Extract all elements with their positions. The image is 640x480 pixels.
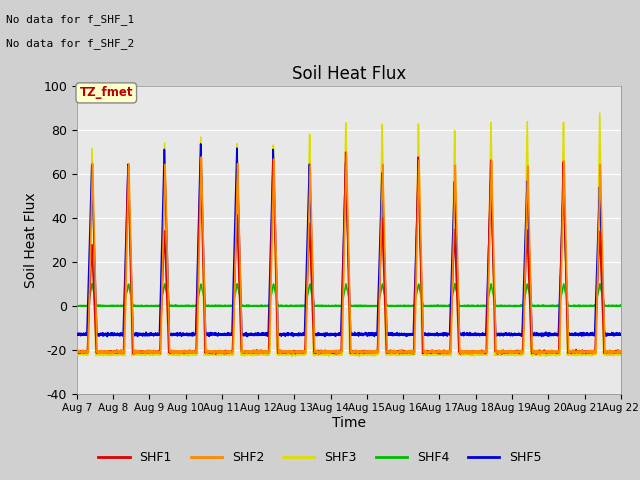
Text: No data for f_SHF_2: No data for f_SHF_2 [6, 38, 134, 49]
SHF1 [441, 348, 449, 354]
SHF5 [441, 331, 449, 337]
SHF5 [73, 332, 81, 337]
SHF2 [617, 349, 625, 355]
SHF2 [616, 349, 624, 355]
SHF4 [73, 303, 81, 309]
SHF4 [502, 303, 509, 309]
SHF1 [342, 149, 349, 155]
SHF4 [329, 303, 337, 309]
Title: Soil Heat Flux: Soil Heat Flux [292, 65, 406, 84]
SHF1 [617, 348, 625, 354]
SHF1 [328, 349, 336, 355]
SHF4 [575, 304, 583, 310]
SHF3 [471, 351, 479, 357]
Line: SHF2: SHF2 [77, 153, 621, 354]
SHF4 [171, 303, 179, 309]
Line: SHF3: SHF3 [77, 113, 621, 357]
SHF3 [617, 350, 625, 356]
SHF4 [616, 303, 624, 309]
SHF1 [616, 349, 624, 355]
SHF2 [171, 349, 179, 355]
SHF4 [471, 303, 479, 309]
SHF3 [171, 352, 179, 358]
SHF2 [441, 348, 449, 354]
Line: SHF5: SHF5 [77, 144, 621, 336]
Line: SHF1: SHF1 [77, 152, 621, 354]
SHF3 [441, 352, 449, 358]
SHF1 [532, 351, 540, 357]
Line: SHF4: SHF4 [77, 284, 621, 307]
SHF5 [171, 332, 179, 338]
SHF4 [88, 281, 96, 287]
Text: No data for f_SHF_1: No data for f_SHF_1 [6, 14, 134, 25]
X-axis label: Time: Time [332, 416, 366, 430]
SHF4 [441, 303, 449, 309]
SHF1 [171, 349, 179, 355]
SHF4 [617, 303, 625, 309]
SHF5 [196, 141, 204, 147]
SHF1 [73, 348, 81, 354]
SHF2 [502, 349, 509, 355]
SHF2 [468, 351, 476, 357]
SHF5 [104, 334, 111, 339]
SHF1 [502, 348, 509, 354]
SHF3 [616, 352, 624, 358]
SHF5 [616, 332, 624, 338]
SHF2 [342, 150, 350, 156]
Text: TZ_fmet: TZ_fmet [79, 86, 133, 99]
SHF1 [471, 348, 479, 354]
SHF3 [289, 354, 296, 360]
SHF2 [328, 349, 336, 355]
SHF2 [73, 349, 81, 355]
SHF3 [502, 351, 509, 357]
SHF3 [73, 351, 81, 357]
SHF3 [596, 110, 604, 116]
Legend: SHF1, SHF2, SHF3, SHF4, SHF5: SHF1, SHF2, SHF3, SHF4, SHF5 [93, 446, 547, 469]
SHF5 [471, 332, 479, 337]
SHF5 [617, 332, 625, 337]
SHF5 [329, 332, 337, 337]
Y-axis label: Soil Heat Flux: Soil Heat Flux [24, 192, 38, 288]
SHF2 [471, 348, 479, 354]
SHF3 [329, 351, 337, 357]
SHF5 [502, 330, 509, 336]
